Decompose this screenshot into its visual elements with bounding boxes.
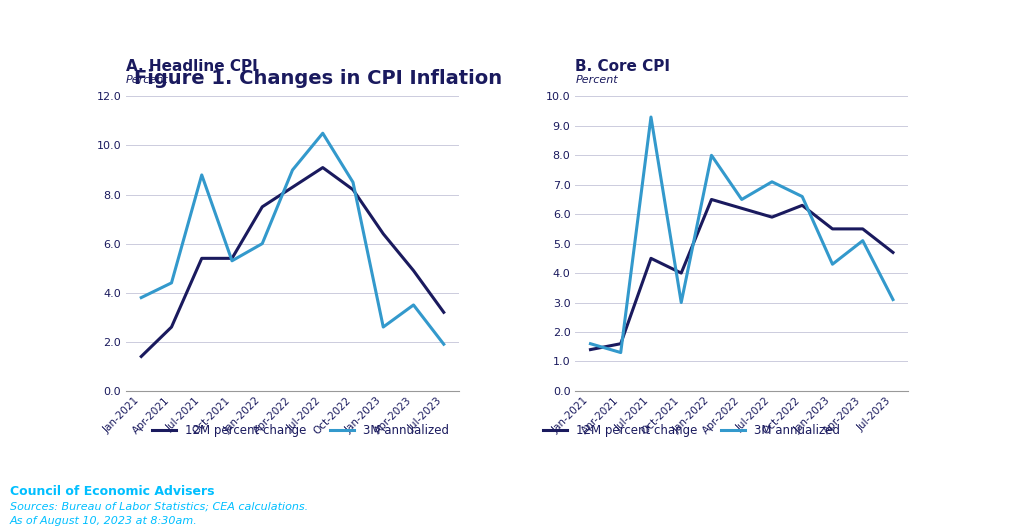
Legend: 12M percent change, 3M annualized: 12M percent change, 3M annualized [539, 419, 846, 442]
Text: As of August 10, 2023 at 8:30am.: As of August 10, 2023 at 8:30am. [10, 516, 198, 526]
Text: Percent: Percent [575, 75, 618, 84]
Text: Percent: Percent [126, 75, 169, 84]
Text: Council of Economic Advisers: Council of Economic Advisers [10, 485, 215, 498]
Text: Figure 1. Changes in CPI Inflation: Figure 1. Changes in CPI Inflation [134, 68, 502, 88]
Text: Sources: Bureau of Labor Statistics; CEA calculations.: Sources: Bureau of Labor Statistics; CEA… [10, 502, 308, 512]
Text: B. Core CPI: B. Core CPI [575, 59, 670, 74]
Text: A. Headline CPI: A. Headline CPI [126, 59, 258, 74]
